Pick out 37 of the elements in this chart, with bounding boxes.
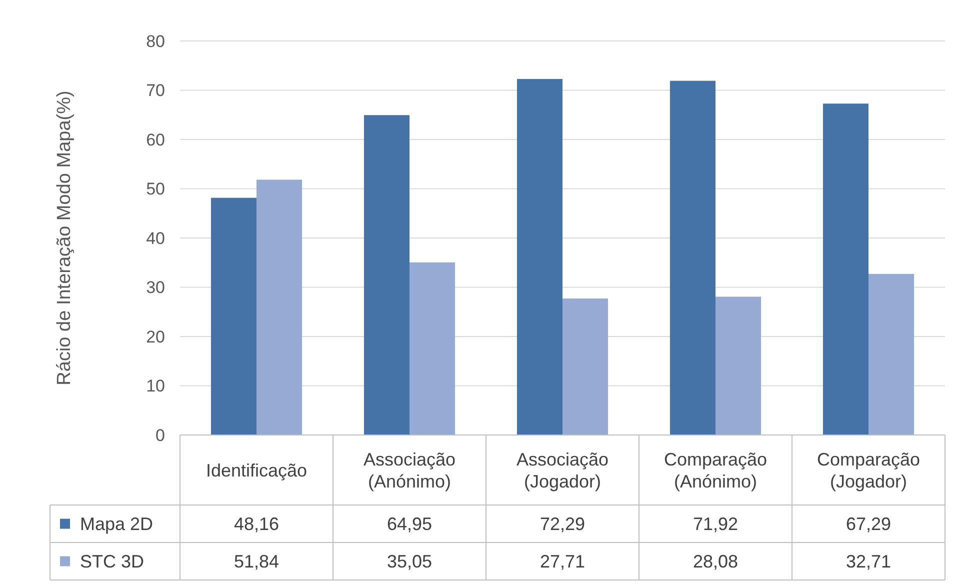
- data-label: 64,95: [386, 514, 432, 534]
- x-tick-label: Associação (Jogador): [516, 449, 609, 492]
- data-label: 28,08: [692, 552, 738, 572]
- x-tick-label: Associação (Anónimo): [363, 449, 456, 492]
- bar: [364, 115, 410, 435]
- data-label: 35,05: [386, 552, 432, 572]
- bar: [716, 296, 762, 435]
- bar: [868, 274, 914, 435]
- y-tick-label: 80: [146, 32, 165, 51]
- bar: [562, 298, 608, 435]
- y-axis-title: Rácio de Interação Modo Mapa(%): [54, 90, 75, 386]
- y-tick-label: 40: [146, 228, 165, 248]
- x-tick-label: Identificação: [206, 460, 308, 480]
- bar: [670, 80, 716, 435]
- data-label: 32,71: [846, 552, 892, 572]
- y-tick-label: 60: [146, 130, 165, 150]
- bar: [410, 262, 456, 435]
- y-tick-label: 30: [146, 278, 165, 298]
- x-tick-label: Comparação (Anónimo): [664, 449, 768, 492]
- legend-label: Mapa 2D: [80, 514, 154, 534]
- y-tick-label: 70: [146, 81, 165, 100]
- bar: [256, 180, 302, 435]
- data-label: 51,84: [234, 552, 280, 572]
- data-label: 71,92: [692, 514, 738, 534]
- y-tick-label: 50: [146, 180, 165, 199]
- data-label: 27,71: [540, 552, 586, 572]
- data-label: 72,29: [540, 514, 586, 534]
- y-tick-label: 20: [146, 327, 165, 346]
- y-tick-label: 10: [146, 376, 165, 396]
- bar: [516, 78, 562, 435]
- y-tick-label: 0: [156, 426, 165, 445]
- data-label: 67,29: [846, 514, 892, 534]
- data-label: 48,16: [234, 514, 280, 534]
- bar: [822, 104, 868, 435]
- x-tick-label: Comparação (Jogador): [816, 449, 920, 492]
- bar: [210, 198, 256, 435]
- legend-label: STC 3D: [80, 552, 144, 572]
